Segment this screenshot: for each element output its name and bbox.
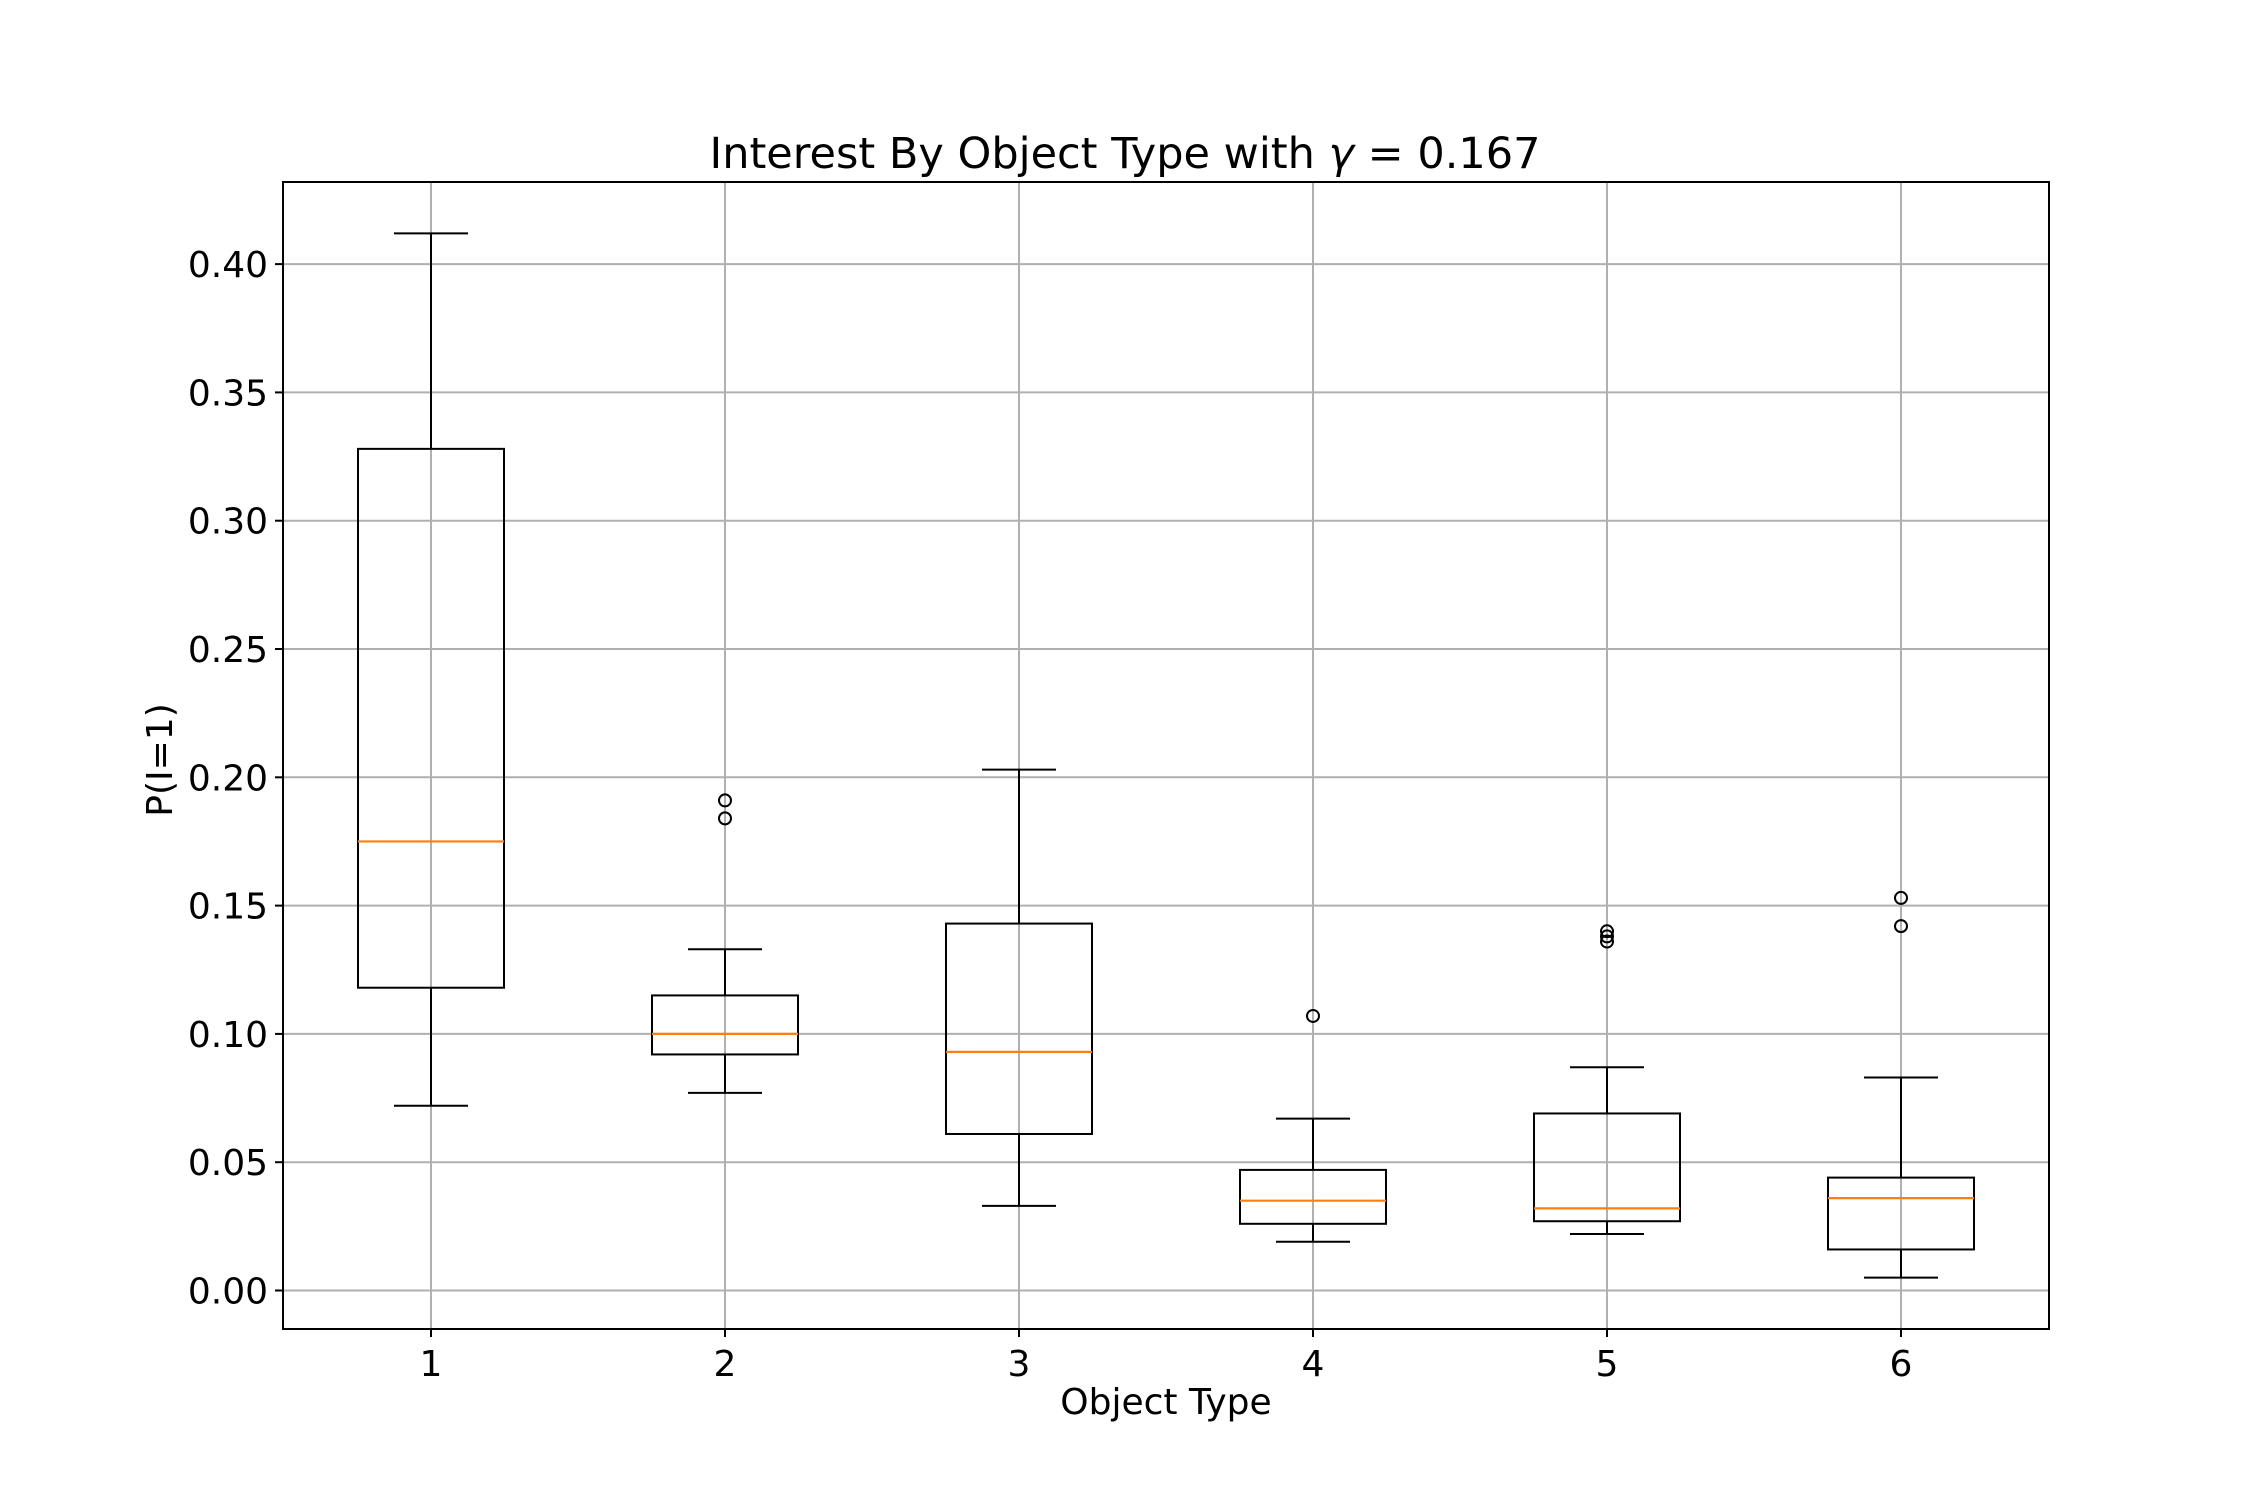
x-axis-label: Object Type bbox=[1060, 1382, 1271, 1423]
grid-layer bbox=[283, 182, 2049, 1329]
iqr-box bbox=[1827, 1176, 1975, 1251]
y-tick-label: 0.35 bbox=[188, 373, 268, 414]
plot-frame bbox=[282, 181, 2050, 1330]
x-tick-label: 2 bbox=[714, 1344, 737, 1385]
chart-title-suffix: = 0.167 bbox=[1354, 129, 1540, 179]
x-tick-label: 1 bbox=[420, 1344, 443, 1385]
iqr-box bbox=[651, 994, 799, 1056]
iqr-box bbox=[1239, 1168, 1387, 1225]
x-tick-label: 3 bbox=[1008, 1344, 1031, 1385]
box-group-5 bbox=[1533, 924, 1681, 1236]
x-tick-label: 4 bbox=[1302, 1344, 1325, 1385]
iqr-box bbox=[1533, 1112, 1681, 1223]
outlier-point bbox=[1600, 929, 1614, 944]
outlier-point bbox=[718, 793, 732, 808]
chart-title-symbol: γ bbox=[1329, 129, 1357, 179]
chart-title: Interest By Object Type with γ = 0.167 bbox=[710, 129, 1541, 179]
outlier-point bbox=[1600, 924, 1614, 939]
iqr-box bbox=[357, 447, 505, 989]
tick-layer: 1 2 3 4 5 6 0.00 0.05 0.10 0.15 0.20 0.25 0.30 0.35 0.… bbox=[188, 245, 1913, 1385]
outlier-point bbox=[1600, 934, 1614, 949]
outlier-point bbox=[1306, 1008, 1320, 1023]
outlier-point bbox=[1894, 890, 1908, 905]
box-layer bbox=[357, 232, 1975, 1279]
y-tick-label: 0.30 bbox=[188, 502, 268, 543]
box-group-4 bbox=[1239, 1008, 1387, 1243]
outlier-point bbox=[718, 811, 732, 826]
box-group-6 bbox=[1827, 890, 1975, 1279]
iqr-box bbox=[945, 922, 1093, 1135]
y-tick-label: 0.20 bbox=[188, 758, 268, 799]
y-tick-label: 0.25 bbox=[188, 630, 268, 671]
outlier-point bbox=[1894, 919, 1908, 934]
chart-title-prefix: Interest By Object Type with bbox=[710, 129, 1329, 179]
y-tick-label: 0.40 bbox=[188, 245, 268, 286]
y-tick-label: 0.10 bbox=[188, 1015, 268, 1056]
y-axis-label: P(I=1) bbox=[140, 703, 181, 816]
y-tick-label: 0.00 bbox=[188, 1272, 268, 1313]
box-group-2 bbox=[651, 793, 799, 1094]
x-tick-label: 5 bbox=[1596, 1344, 1619, 1385]
box-group-1 bbox=[357, 232, 505, 1107]
y-tick-label: 0.15 bbox=[188, 887, 268, 928]
x-tick-label: 6 bbox=[1890, 1344, 1913, 1385]
box-group-3 bbox=[945, 768, 1093, 1207]
y-tick-label: 0.05 bbox=[188, 1143, 268, 1184]
